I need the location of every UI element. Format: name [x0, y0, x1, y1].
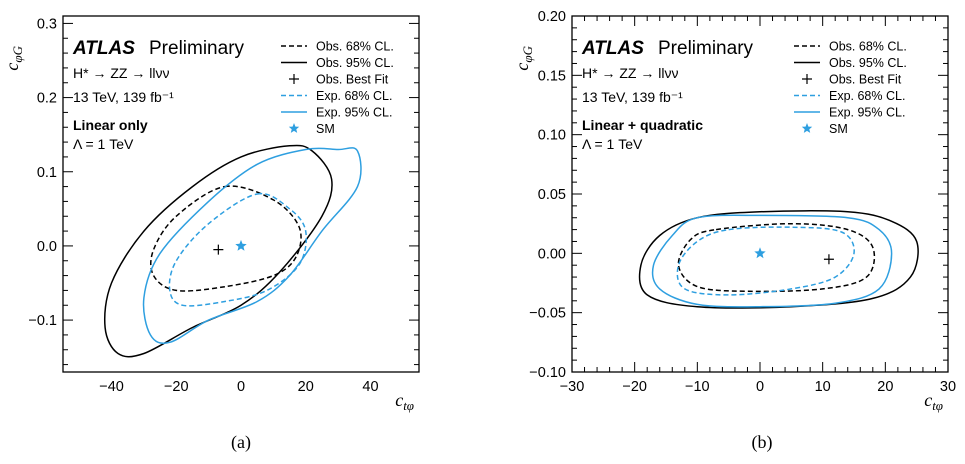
x-tick-label: −20: [164, 379, 189, 395]
x-tick-label: 20: [877, 379, 893, 395]
x-tick-label: 40: [362, 379, 378, 395]
x-tick-label: 20: [298, 379, 314, 395]
y-tick-label: −0.05: [529, 306, 566, 322]
atlas-sublabel: Preliminary: [149, 38, 245, 59]
lambda-label: Λ = 1 TeV: [73, 136, 134, 152]
legend-label: Exp. 95% CL.: [316, 106, 392, 120]
y-tick-label: 0.05: [538, 187, 566, 203]
contour-exp-95-cl: [144, 148, 361, 343]
contour-obs-68-cl: [678, 224, 874, 292]
contour-exp-95-cl: [653, 215, 892, 307]
process-label: H* → ZZ → llνν: [73, 65, 169, 81]
y-tick-label: 0.20: [538, 9, 566, 25]
legend-label: SM: [829, 122, 848, 136]
atlas-label: ATLAS: [72, 38, 135, 59]
y-tick-label: 0.2: [37, 91, 57, 107]
legend-swatch: [289, 123, 299, 133]
y-tick-label: 0.3: [37, 16, 57, 32]
y-tick-label: 0.0: [37, 239, 57, 255]
y-tick-label: −0.10: [529, 365, 566, 381]
best-fit-marker: [213, 245, 223, 255]
legend-swatch: [802, 74, 812, 84]
lumi-label: 13 TeV, 139 fb⁻¹: [582, 89, 683, 105]
legend-label: Exp. 68% CL.: [316, 89, 392, 103]
lambda-label: Λ = 1 TeV: [582, 136, 643, 152]
panel-a: −40 −20 0 20 40 −0.1 0.0 0.1 0.2 0.3 ctφ cφG ATLAS Pr…: [2, 16, 419, 453]
scenario-label: Linear + quadratic: [582, 117, 703, 133]
legend-swatch: [289, 74, 299, 84]
y-axis-title: cφG: [512, 45, 535, 70]
x-tick-label: −30: [560, 379, 585, 395]
x-tick-label: 0: [756, 379, 764, 395]
x-tick-label: 10: [815, 379, 831, 395]
y-axis-title: cφG: [2, 45, 25, 70]
legend-label: Obs. 68% CL.: [829, 40, 907, 54]
sm-star-marker: [754, 247, 765, 258]
x-tick-label: −40: [99, 379, 124, 395]
y-tick-label: 0.1: [37, 165, 57, 181]
legend-label: Obs. 95% CL.: [316, 56, 394, 70]
atlas-label: ATLAS: [581, 38, 644, 59]
y-tick-label: 0.10: [538, 128, 566, 144]
legend-label: Obs. 95% CL.: [829, 56, 907, 70]
legend-label: Exp. 95% CL.: [829, 106, 905, 120]
x-axis-title: ctφ: [395, 390, 414, 413]
y-tick-label: −0.1: [28, 313, 57, 329]
y-tick-label: 0.15: [538, 68, 566, 84]
legend-label: Exp. 68% CL.: [829, 89, 905, 103]
legend-label: Obs. Best Fit: [316, 73, 389, 87]
y-tick-label: 0.00: [538, 246, 566, 262]
legend-label: Obs. 68% CL.: [316, 40, 394, 54]
scenario-label: Linear only: [73, 117, 148, 133]
legend-swatch: [802, 123, 812, 133]
legend-label: SM: [316, 122, 335, 136]
best-fit-marker: [824, 254, 834, 264]
panel-b: −30 −20 −10 0 10 20 30 −0.10 −0.05 0.00 0.05 0.10 0.…: [512, 9, 956, 453]
process-label: H* → ZZ → llνν: [582, 65, 678, 81]
sm-star-marker: [235, 240, 246, 251]
x-tick-label: 0: [237, 379, 245, 395]
x-tick-label: −20: [622, 379, 647, 395]
lumi-label: 13 TeV, 139 fb⁻¹: [73, 89, 174, 105]
legend-label: Obs. Best Fit: [829, 73, 902, 87]
panel-caption: (a): [231, 432, 251, 453]
contour-exp-68-cl: [677, 227, 854, 295]
x-tick-label: −10: [685, 379, 710, 395]
x-tick-label: 30: [940, 379, 956, 395]
atlas-sublabel: Preliminary: [658, 38, 754, 59]
panel-caption: (b): [752, 432, 773, 453]
